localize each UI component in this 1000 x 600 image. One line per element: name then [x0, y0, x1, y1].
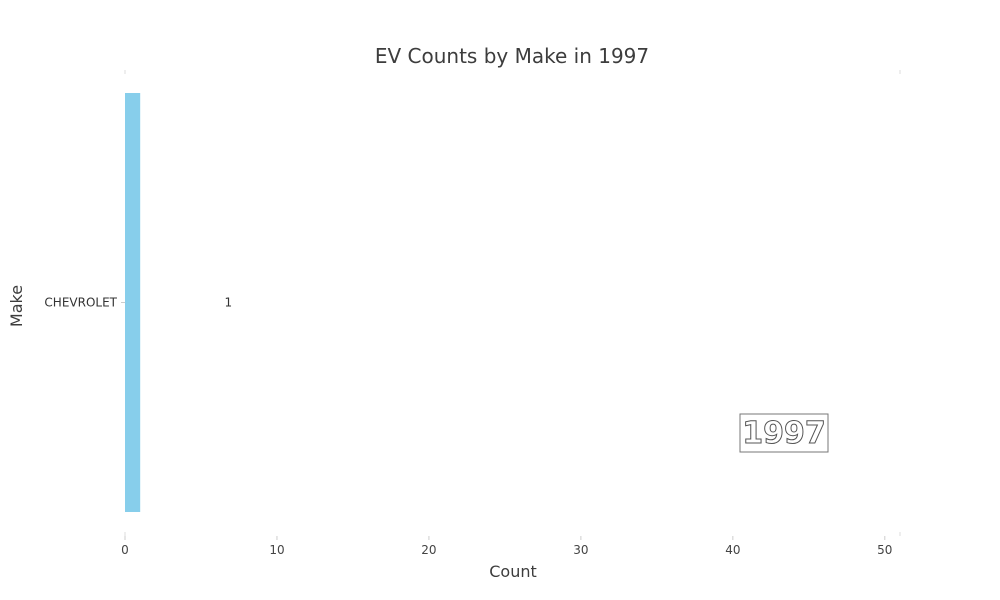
y-axis-label: Make — [7, 285, 26, 327]
year-annotation-box — [739, 413, 829, 453]
category-label: CHEVROLET — [44, 296, 117, 310]
plot-frame-corners — [124, 70, 901, 536]
year-annotation-text: 1997 — [742, 416, 826, 451]
x-tick-label: 40 — [725, 543, 740, 557]
year-annotation: 1997 — [739, 413, 829, 453]
bars-group — [125, 93, 141, 512]
x-axis-ticks-group: 0 10 20 30 40 50 — [121, 536, 892, 557]
x-tick-label: 50 — [877, 543, 892, 557]
x-axis-label: Count — [489, 562, 537, 581]
chart-title: EV Counts by Make in 1997 — [375, 44, 649, 68]
x-tick-label: 30 — [573, 543, 588, 557]
category-labels-group: CHEVROLET — [44, 296, 125, 310]
data-label: 1 — [225, 296, 233, 310]
data-labels-group: 1 — [225, 296, 233, 310]
bar-chevrolet — [125, 93, 141, 512]
x-tick-label: 0 — [121, 543, 129, 557]
x-tick-label: 20 — [421, 543, 436, 557]
x-tick-label: 10 — [269, 543, 284, 557]
